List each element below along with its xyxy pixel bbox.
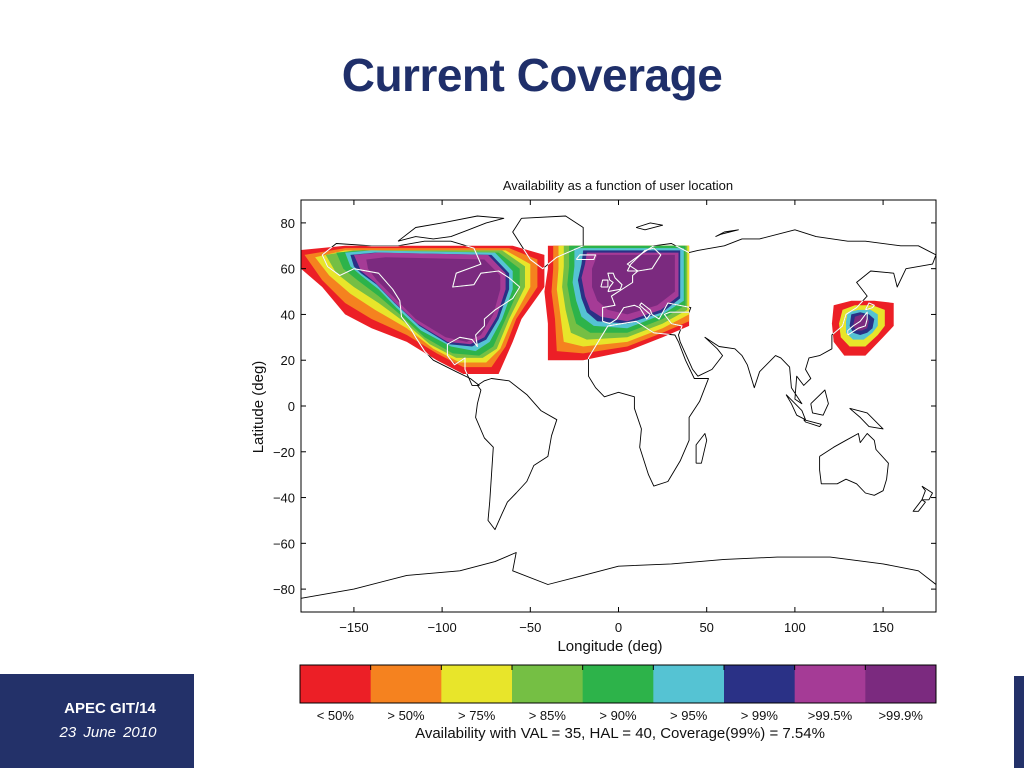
coastline-21 [715,229,739,238]
colorbar-swatch [865,665,937,703]
colorbar-label: > 99% [741,708,779,723]
colorbar-labels: < 50% > 50% > 75% > 85% > 90% > 95% > 99% >99.5… [317,708,924,723]
footer-panel [0,674,194,768]
coastline-15 [810,389,829,416]
y-tick-label: −60 [273,536,295,551]
colorbar-label: > 75% [458,708,496,723]
y-tick-label: 80 [281,216,295,231]
colorbar-swatch [370,665,442,703]
availability-colorbar [299,664,937,704]
coastline-19 [301,552,936,599]
x-tick-label: 150 [872,620,894,635]
coastline-16 [849,407,884,430]
coastline-white-10 [864,302,875,311]
coastline-12 [819,433,889,496]
colorbar-label: > 50% [387,708,425,723]
y-axis-ticks: 80 60 40 20 0 −20 −40 −60 −80 [273,216,936,597]
coastline-outlines [301,215,936,599]
x-tick-label: 0 [615,620,622,635]
colorbar-label: > 85% [529,708,567,723]
footer-org-label: APEC GIT/14 [64,700,156,717]
y-tick-label: 0 [288,399,295,414]
coastline-14 [803,419,822,428]
y-tick-label: −80 [273,582,295,597]
x-tick-label: −100 [427,620,456,635]
coverage-layer [301,245,894,374]
colorbar-swatch [512,665,584,703]
y-axis-label: Latitude (deg) [250,361,267,454]
coastline-white-0 [321,245,521,374]
slide-title: Current Coverage [341,49,723,101]
availability-caption: Availability with VAL = 35, HAL = 40, Co… [415,725,825,742]
coastline-white-5 [607,272,623,293]
coastline-13 [785,394,806,421]
y-tick-label: −40 [273,491,295,506]
x-tick-label: −150 [339,620,368,635]
map-title: Availability as a function of user locat… [503,178,733,193]
coastline-2 [475,378,558,531]
coverage-band-0-8 [366,257,501,342]
coastline-22 [635,222,664,231]
coastline-20 [397,215,505,242]
coastline-white-1 [512,245,584,270]
right-accent-bar [1014,676,1024,768]
coastline-18 [912,499,926,512]
coastline-white-9 [847,311,868,336]
coastline-white-3 [587,320,710,374]
coastline-white-8 [626,247,662,272]
colorbar-label: < 50% [317,708,355,723]
colorbar-swatch [653,665,725,703]
coastline-17 [921,485,933,501]
coastline-11 [695,433,708,464]
colorbar-swatch [724,665,796,703]
x-axis-label: Longitude (deg) [557,638,662,655]
footer-date: 23 June 2010 [59,724,157,741]
y-tick-label: 40 [281,307,295,322]
coastline-white-6 [600,279,609,288]
colorbar-swatch [794,665,866,703]
colorbar-swatch [300,665,372,703]
y-tick-label: 20 [281,353,295,368]
colorbar-label: >99.9% [878,708,923,723]
x-axis-ticks: −150 −100 −50 0 50 100 150 [339,200,894,635]
y-tick-label: −20 [273,445,295,460]
colorbar-label: >99.5% [808,708,853,723]
colorbar-label: > 90% [599,708,637,723]
y-tick-label: 60 [281,262,295,277]
x-tick-label: −50 [519,620,541,635]
x-tick-label: 50 [699,620,713,635]
colorbar-swatch [582,665,654,703]
x-tick-label: 100 [784,620,806,635]
coastline-white-7 [575,254,597,261]
colorbar-frame [299,664,937,704]
colorbar-label: > 95% [670,708,708,723]
colorbar-swatch [441,665,513,703]
